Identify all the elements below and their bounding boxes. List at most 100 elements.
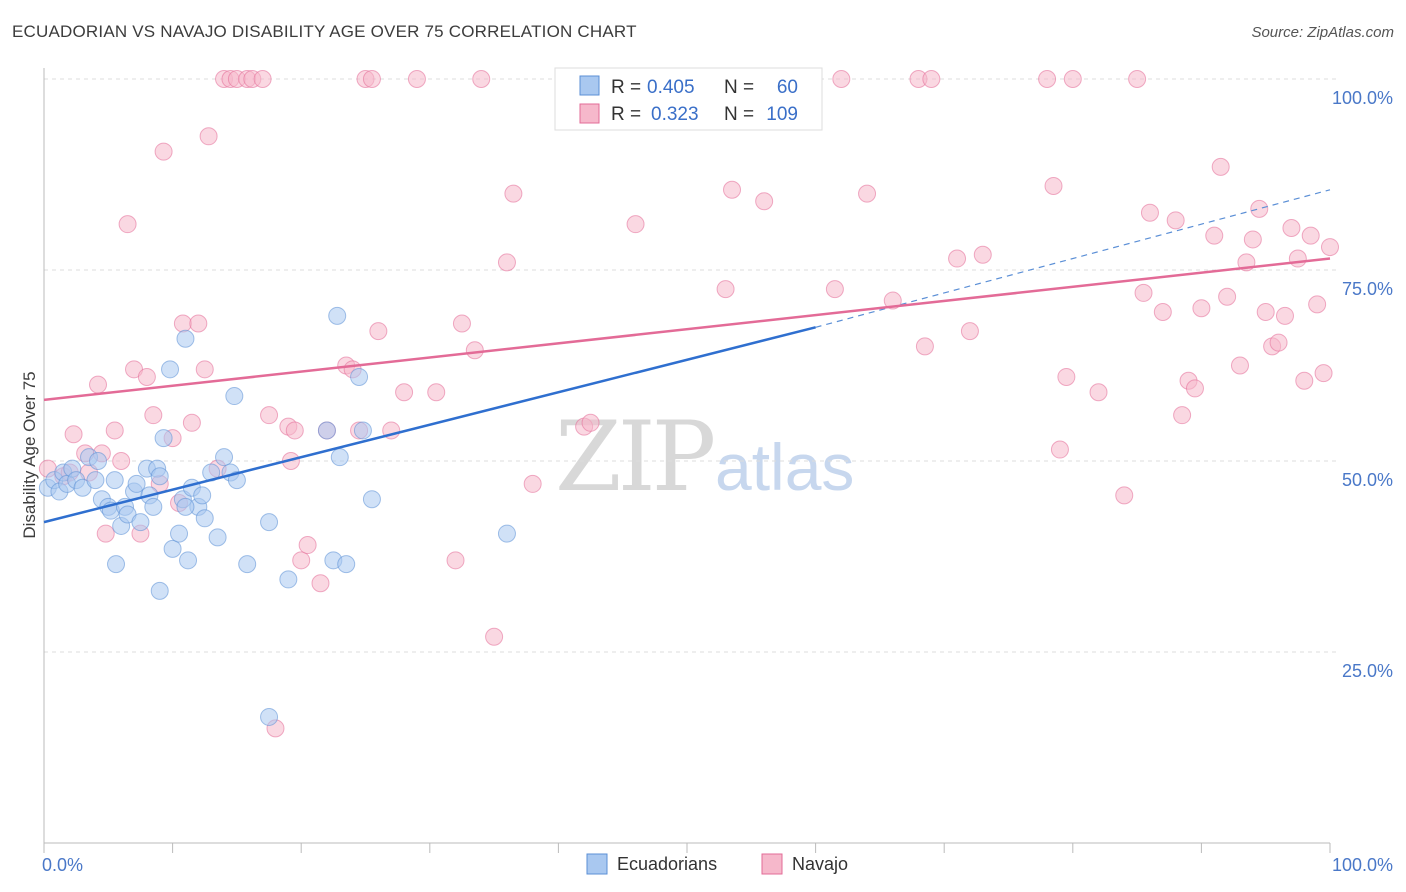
trend-line-navajo <box>43 257 1331 402</box>
legend-r-value: 0.405 <box>647 77 695 98</box>
legend-swatch-ecuadorians <box>579 75 600 96</box>
data-point-navajo <box>285 421 304 440</box>
data-point-navajo <box>1140 203 1159 222</box>
legend-r-label: R = <box>611 104 641 125</box>
data-point-navajo <box>64 425 83 444</box>
data-point-navajo <box>260 406 279 425</box>
data-point-ecuadorians <box>279 570 298 589</box>
data-point-ecuadorians <box>328 306 347 325</box>
data-point-ecuadorians <box>260 513 279 532</box>
data-point-ecuadorians <box>195 509 214 528</box>
data-point-ecuadorians <box>497 524 516 543</box>
data-point-navajo <box>1089 383 1108 402</box>
data-point-navajo <box>1115 486 1134 505</box>
data-point-navajo <box>1205 226 1224 245</box>
data-point-navajo <box>1308 295 1327 314</box>
data-point-navajo <box>1243 230 1262 249</box>
data-point-navajo <box>472 70 491 88</box>
data-point-navajo <box>118 215 137 234</box>
data-point-navajo <box>581 413 600 432</box>
data-point-navajo <box>362 70 381 88</box>
legend-r-label: R = <box>611 77 641 98</box>
bottom-legend-swatch-ecuadorians <box>586 853 608 875</box>
data-point-ecuadorians <box>170 524 189 543</box>
data-point-navajo <box>395 383 414 402</box>
data-point-ecuadorians <box>362 490 381 509</box>
data-point-navajo <box>523 474 542 493</box>
data-point-navajo <box>1128 70 1147 88</box>
data-point-ecuadorians <box>227 471 246 490</box>
y-tick-label: 25.0% <box>1342 661 1393 681</box>
data-point-ecuadorians <box>107 555 126 574</box>
data-point-navajo <box>832 70 851 88</box>
data-point-navajo <box>1250 199 1269 218</box>
data-point-ecuadorians <box>163 539 182 558</box>
data-point-ecuadorians <box>337 555 356 574</box>
data-point-ecuadorians <box>179 551 198 570</box>
bottom-legend-label-ecuadorians: Ecuadorians <box>617 854 717 874</box>
y-axis-title: Disability Age Over 75 <box>20 371 39 538</box>
data-point-ecuadorians <box>105 471 124 490</box>
data-point-navajo <box>755 192 774 211</box>
data-point-navajo <box>1314 364 1333 383</box>
data-points <box>38 70 1339 738</box>
data-point-navajo <box>1321 238 1339 257</box>
data-point-ecuadorians <box>127 474 146 493</box>
chart-title: ECUADORIAN VS NAVAJO DISABILITY AGE OVER… <box>12 22 637 41</box>
data-point-navajo <box>973 245 992 264</box>
trend-line-ecuadorians <box>43 326 816 524</box>
legend-n-label: N = <box>724 77 754 98</box>
data-point-navajo <box>1063 70 1082 88</box>
data-point-navajo <box>723 180 742 199</box>
legend-n-value: 60 <box>777 77 798 98</box>
data-point-navajo <box>173 314 192 333</box>
axes <box>43 68 1331 853</box>
legend-swatch-navajo <box>579 103 600 124</box>
data-point-navajo <box>189 314 208 333</box>
data-point-navajo <box>1153 303 1172 322</box>
data-point-navajo <box>1050 440 1069 459</box>
data-point-navajo <box>948 249 967 268</box>
data-point-ecuadorians <box>161 360 180 379</box>
data-point-navajo <box>1301 226 1320 245</box>
data-point-ecuadorians <box>176 497 195 516</box>
data-point-ecuadorians <box>238 555 257 574</box>
y-tick-label: 75.0% <box>1342 279 1393 299</box>
data-point-navajo <box>960 322 979 341</box>
data-point-navajo <box>626 215 645 234</box>
data-point-navajo <box>1185 379 1204 398</box>
trend-line-extension-ecuadorians <box>815 189 1331 328</box>
data-point-navajo <box>922 70 941 88</box>
data-point-navajo <box>883 291 902 310</box>
data-point-navajo <box>253 70 272 88</box>
y-tick-labels: 100.0% 75.0% 50.0% 25.0% <box>1332 88 1393 681</box>
data-point-navajo <box>1134 283 1153 302</box>
correlation-legend: R = 0.405 N = 60 R = 0.323 N = 109 <box>554 67 823 131</box>
legend-n-label: N = <box>724 104 754 125</box>
data-point-navajo <box>1173 406 1192 425</box>
data-point-navajo <box>1166 211 1185 230</box>
data-point-ecuadorians <box>86 471 105 490</box>
data-point-ecuadorians <box>260 707 279 726</box>
data-point-navajo <box>1230 356 1249 375</box>
data-point-navajo <box>311 574 330 593</box>
data-point-ecuadorians <box>193 486 212 505</box>
data-point-ecuadorians <box>154 429 173 448</box>
data-point-ecuadorians <box>176 329 195 348</box>
data-point-navajo <box>825 280 844 299</box>
data-point-navajo <box>504 184 523 203</box>
y-tick-label: 50.0% <box>1342 470 1393 490</box>
data-point-ecuadorians <box>225 387 244 406</box>
y-tick-label: 100.0% <box>1332 88 1393 108</box>
data-point-ecuadorians <box>215 448 234 467</box>
data-point-navajo <box>1256 303 1275 322</box>
data-point-navajo <box>144 406 163 425</box>
data-point-navajo <box>369 322 388 341</box>
data-point-navajo <box>298 536 317 555</box>
data-point-navajo <box>199 127 218 146</box>
legend-n-value: 109 <box>766 104 798 125</box>
watermark-atlas: atlas <box>715 430 854 504</box>
data-point-navajo <box>1275 306 1294 325</box>
data-point-navajo <box>407 70 426 88</box>
data-point-navajo <box>1057 367 1076 386</box>
